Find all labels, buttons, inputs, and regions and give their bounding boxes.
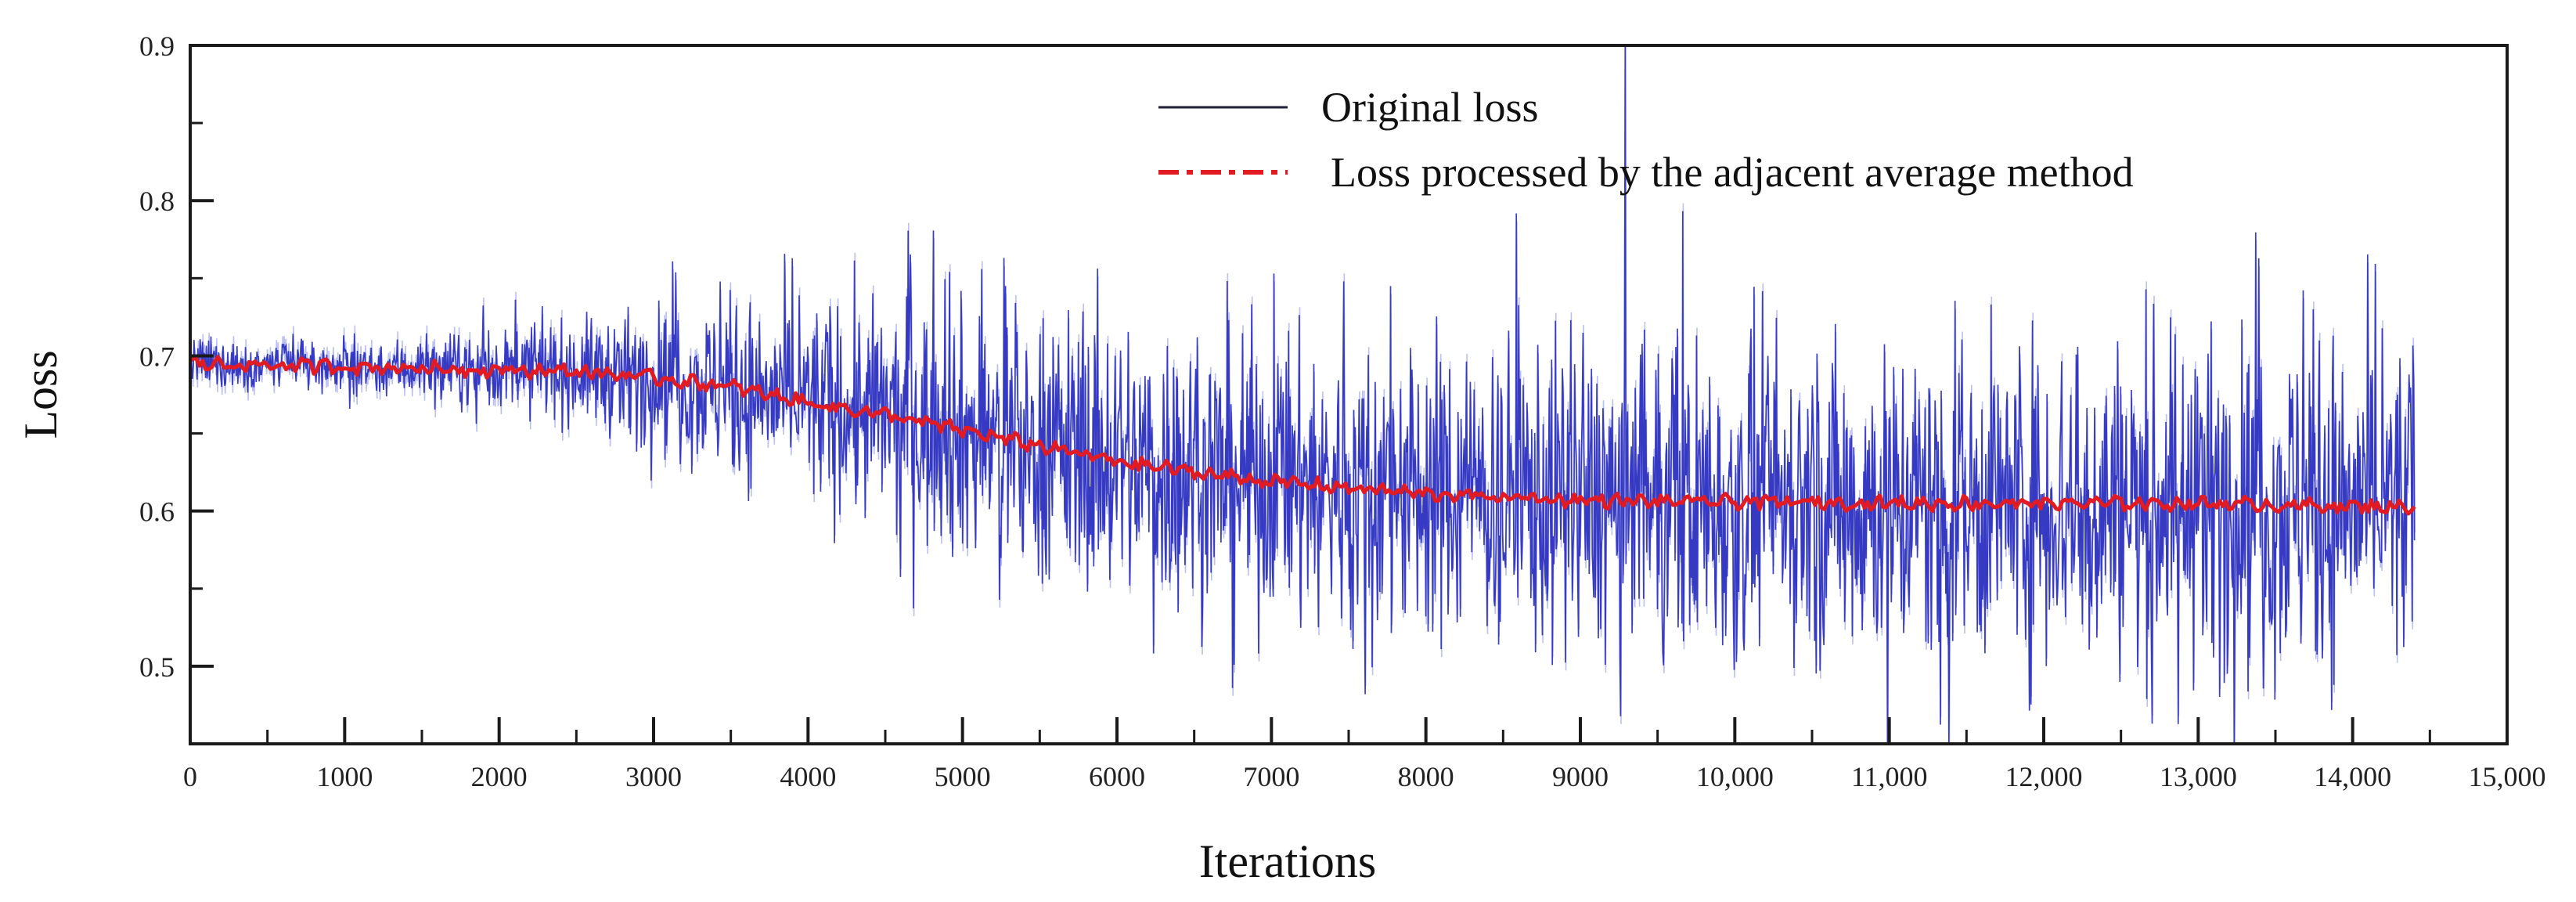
x-axis-ticks — [189, 717, 2509, 744]
x-tick-label: 14,000 — [2314, 761, 2391, 792]
x-tick-label: 11,000 — [1851, 761, 1928, 792]
original-loss-line — [190, 45, 2416, 744]
y-tick-label: 0.9 — [139, 31, 175, 62]
y-tick-label: 0.7 — [139, 341, 175, 372]
x-tick-label: 15,000 — [2469, 761, 2546, 792]
y-tick-label: 0.5 — [139, 651, 175, 683]
x-tick-label: 7000 — [1243, 761, 1299, 792]
x-tick-label: 1000 — [316, 761, 373, 792]
x-axis-title: Iterations — [1199, 835, 1377, 887]
x-axis-tick-labels: 0 1000 2000 3000 4000 5000 6000 7000 8000 9000 10,… — [183, 761, 2546, 792]
y-tick-label: 0.8 — [139, 186, 175, 217]
x-tick-label: 3000 — [625, 761, 682, 792]
legend-label-original-loss: Original loss — [1321, 84, 1539, 131]
x-tick-label: 5000 — [935, 761, 991, 792]
y-tick-label: 0.6 — [139, 496, 175, 528]
legend: Original loss Loss processed by the adja… — [1158, 84, 2134, 196]
x-tick-label: 12,000 — [2005, 761, 2083, 792]
x-tick-label: 10,000 — [1696, 761, 1774, 792]
smoothed-loss-line — [190, 355, 2416, 516]
x-tick-label: 4000 — [780, 761, 836, 792]
x-tick-label: 13,000 — [2160, 761, 2237, 792]
series-layer — [190, 45, 2416, 744]
y-axis-title: Loss — [15, 350, 67, 438]
legend-label-smoothed-loss: Loss processed by the adjacent average m… — [1331, 149, 2134, 196]
y-axis-tick-labels: 0.5 0.6 0.7 0.8 0.9 — [139, 31, 175, 683]
x-tick-label: 0 — [183, 761, 197, 792]
x-tick-label: 9000 — [1552, 761, 1609, 792]
x-tick-label: 6000 — [1089, 761, 1145, 792]
x-tick-label: 2000 — [471, 761, 528, 792]
y-axis-ticks — [190, 44, 214, 668]
x-tick-label: 8000 — [1398, 761, 1454, 792]
